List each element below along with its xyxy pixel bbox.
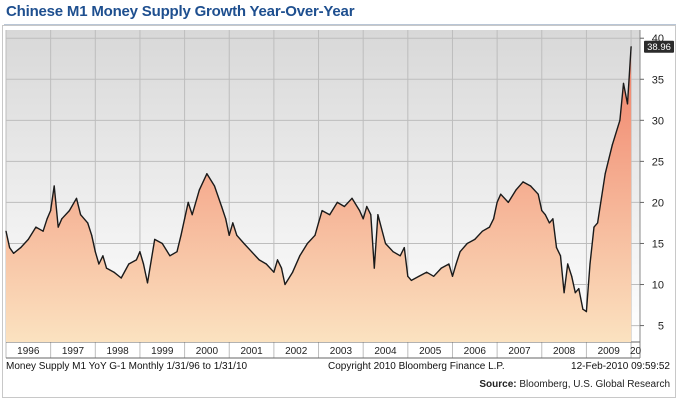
x-tick-label: 2003 — [330, 346, 353, 357]
chart-frame — [2, 25, 676, 398]
x-tick-label: 1999 — [151, 346, 174, 357]
chart-title: Chinese M1 Money Supply Growth Year-Over… — [4, 2, 676, 25]
x-tick-label: 1998 — [106, 346, 129, 357]
x-tick-label: 2004 — [374, 346, 397, 357]
source-text: Bloomberg, U.S. Global Research — [519, 379, 670, 390]
data-line — [5, 46, 632, 313]
data-area — [6, 46, 632, 342]
x-tick-label: 2009 — [598, 346, 621, 357]
source-line: Source: Bloomberg, U.S. Global Research — [479, 379, 670, 390]
x-tick-label: 2000 — [196, 346, 219, 357]
source-label: Source: — [479, 379, 517, 390]
last-value-badge: 38.96 — [644, 40, 674, 53]
y-tick-label: 5 — [658, 321, 664, 333]
x-axis-ticks: 1996 1997 1998 1999 2000 2001 2002 2003 2004 2005… — [17, 346, 641, 357]
series-description: Money Supply M1 YoY G-1 Monthly 1/31/96 … — [6, 361, 248, 372]
x-tick-label: 1997 — [62, 346, 85, 357]
y-tick-label: 15 — [652, 238, 664, 250]
x-tick-label: 2005 — [419, 346, 442, 357]
y-tick-label: 35 — [652, 74, 664, 86]
last-value-box — [644, 40, 674, 53]
x-tick-label: 20 — [630, 346, 642, 357]
copyright-text: Copyright 2010 Bloomberg Finance L.P. — [328, 361, 505, 372]
x-tick-label: 2008 — [553, 346, 576, 357]
x-tick-label: 2007 — [508, 346, 531, 357]
y-tick-label: 25 — [652, 156, 664, 168]
y-tick-label: 20 — [652, 197, 664, 209]
x-tick-label: 2001 — [240, 346, 263, 357]
x-tick-label: 2002 — [285, 346, 308, 357]
chart-title-text: Chinese M1 Money Supply Growth Year-Over… — [6, 3, 355, 20]
x-tick-label: 2006 — [464, 346, 487, 357]
last-value-text: 38.96 — [647, 42, 671, 53]
y-tick-label: 10 — [652, 280, 664, 292]
y-tick-label: 30 — [652, 115, 664, 127]
timestamp-text: 12-Feb-2010 09:59:52 — [571, 361, 670, 372]
x-tick-label: 1996 — [17, 346, 40, 357]
